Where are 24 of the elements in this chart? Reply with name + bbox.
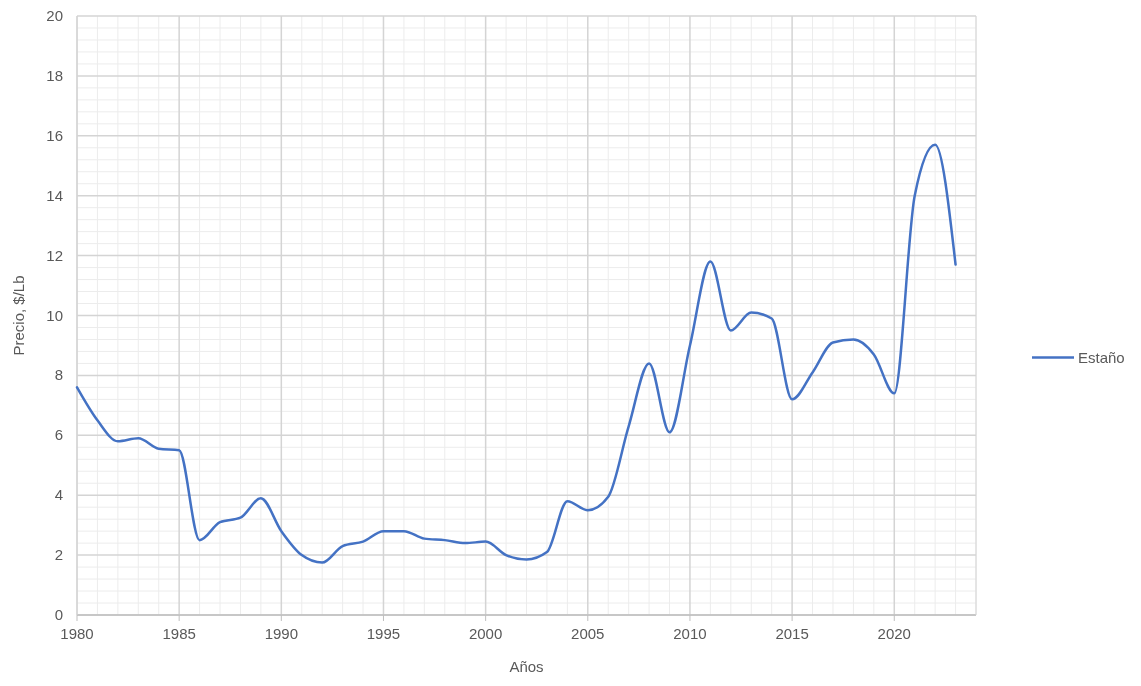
x-tick-label: 2010	[673, 625, 707, 642]
y-tick-label: 8	[54, 366, 63, 384]
line-series	[75, 143, 957, 564]
y-axis-title: Precio, $/Lb	[10, 275, 27, 356]
x-tick-label: 1985	[162, 625, 196, 642]
y-tick-label: 12	[46, 246, 63, 264]
x-tick-label: 2000	[468, 625, 503, 642]
y-tick-label: 10	[46, 306, 63, 324]
y-tick-label: 18	[46, 66, 63, 84]
x-tick-label: 1995	[366, 625, 401, 642]
y-tick-label: 2	[54, 546, 63, 564]
legend-label: Estaño	[1078, 348, 1125, 366]
x-tick-label: 2005	[571, 625, 605, 642]
x-tick-label: 2015	[775, 625, 809, 642]
y-tick-label: 0	[54, 606, 63, 623]
x-axis-title: Años	[509, 658, 544, 675]
x-tick-label: 1980	[60, 625, 94, 642]
x-tick-label: 2020	[877, 625, 911, 642]
y-tick-label: 20	[46, 7, 63, 24]
x-tick-label: 1990	[264, 625, 299, 642]
y-tick-label: 6	[54, 426, 63, 444]
y-tick-label: 14	[46, 186, 63, 204]
y-tick-label: 4	[54, 486, 63, 504]
y-tick-label: 16	[46, 126, 63, 144]
